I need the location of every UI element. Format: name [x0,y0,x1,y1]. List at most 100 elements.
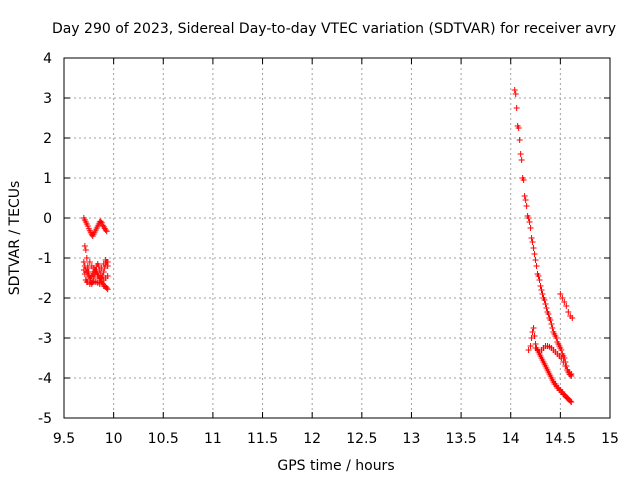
data-point [553,335,560,341]
data-point [515,125,522,131]
data-point [518,157,525,163]
data-point [542,301,549,307]
x-tick-label: 12.5 [346,431,377,447]
data-point [92,269,99,275]
data-point [82,247,89,253]
data-point [547,317,554,323]
data-point [538,287,545,293]
data-point [521,193,528,199]
data-point [86,259,93,265]
data-point [543,305,550,311]
y-tick-label: -2 [38,291,52,307]
data-point [526,219,533,225]
series-cluster-1 [80,215,111,293]
data-point [545,311,552,317]
data-point [569,315,576,321]
data-point [558,355,565,361]
series-cluster-2-upper [557,291,576,321]
data-point [562,363,569,369]
data-point [100,261,107,267]
data-point [80,267,87,273]
axis-ticks: 9.5 10 10.5 11 11.5 12 12.5 13 13.5 14 14.5 15-5-4-… [38,51,619,447]
x-tick-label: 11 [204,431,222,447]
data-point [568,371,575,377]
data-point [531,333,538,339]
data-point [517,151,524,157]
data-point [529,239,536,245]
data-point [561,299,568,305]
data-point [103,228,110,235]
data-point [530,325,537,331]
x-tick-label: 9.5 [53,431,75,447]
data-point [568,399,575,405]
data-point [536,277,543,283]
data-point [84,265,91,271]
data-point [96,277,103,283]
data-point [512,91,519,97]
series-cluster-2-lower [525,325,575,405]
y-tick-label: -5 [38,411,52,427]
data-point [523,203,530,209]
data-point [104,259,111,265]
data-point [531,251,538,257]
data-point [83,279,90,285]
y-tick-label: -1 [38,251,52,267]
plot-frame [63,57,611,419]
data-point [532,257,539,263]
y-tick-label: 2 [43,131,52,147]
data-point [516,137,523,143]
data-point [102,227,109,233]
data-point [94,273,101,279]
y-tick-label: 0 [43,211,52,227]
data-point [90,265,97,271]
data-point [529,329,536,335]
data-point [84,223,91,229]
x-tick-label: 10 [105,431,123,447]
data-point [100,269,107,275]
data-point [104,273,111,279]
x-tick-label: 10.5 [148,431,179,447]
data-point [80,259,87,265]
y-axis-title: SDTVAR / TECUs [7,181,23,296]
data-point [563,303,570,309]
data-point [513,105,520,111]
data-point [558,347,565,353]
data-point [104,286,111,293]
data-point [525,347,532,353]
data-point [522,197,529,203]
data-point [548,321,555,327]
data-point [559,295,566,301]
data-point [537,283,544,289]
x-axis-title: GPS time / hours [277,458,394,474]
data-point [557,291,564,297]
data-point [98,265,105,271]
data-point [528,235,535,241]
x-tick-label: 12 [303,431,321,447]
data-point [541,297,548,303]
x-tick-label: 14 [502,431,520,447]
data-point [81,271,88,277]
data-point [85,269,92,275]
data-point [530,245,537,251]
chart-title: Day 290 of 2023, Sidereal Day-to-day VTE… [52,21,616,37]
data-point [525,215,532,221]
grid [64,58,610,418]
y-tick-label: -3 [38,331,52,347]
x-tick-label: 14.5 [545,431,576,447]
series-cluster-2-main [511,87,575,379]
data-point [511,87,518,93]
data-points [80,87,576,405]
data-point [83,255,90,261]
data-point [520,177,527,183]
data-point [549,325,556,331]
x-tick-label: 15 [601,431,619,447]
y-tick-label: -4 [38,371,52,387]
x-tick-label: 11.5 [247,431,278,447]
data-point [560,359,567,365]
data-point [533,263,540,269]
data-point [565,309,572,315]
data-point [567,371,574,378]
x-tick-label: 13.5 [446,431,477,447]
y-tick-label: 1 [43,171,52,187]
